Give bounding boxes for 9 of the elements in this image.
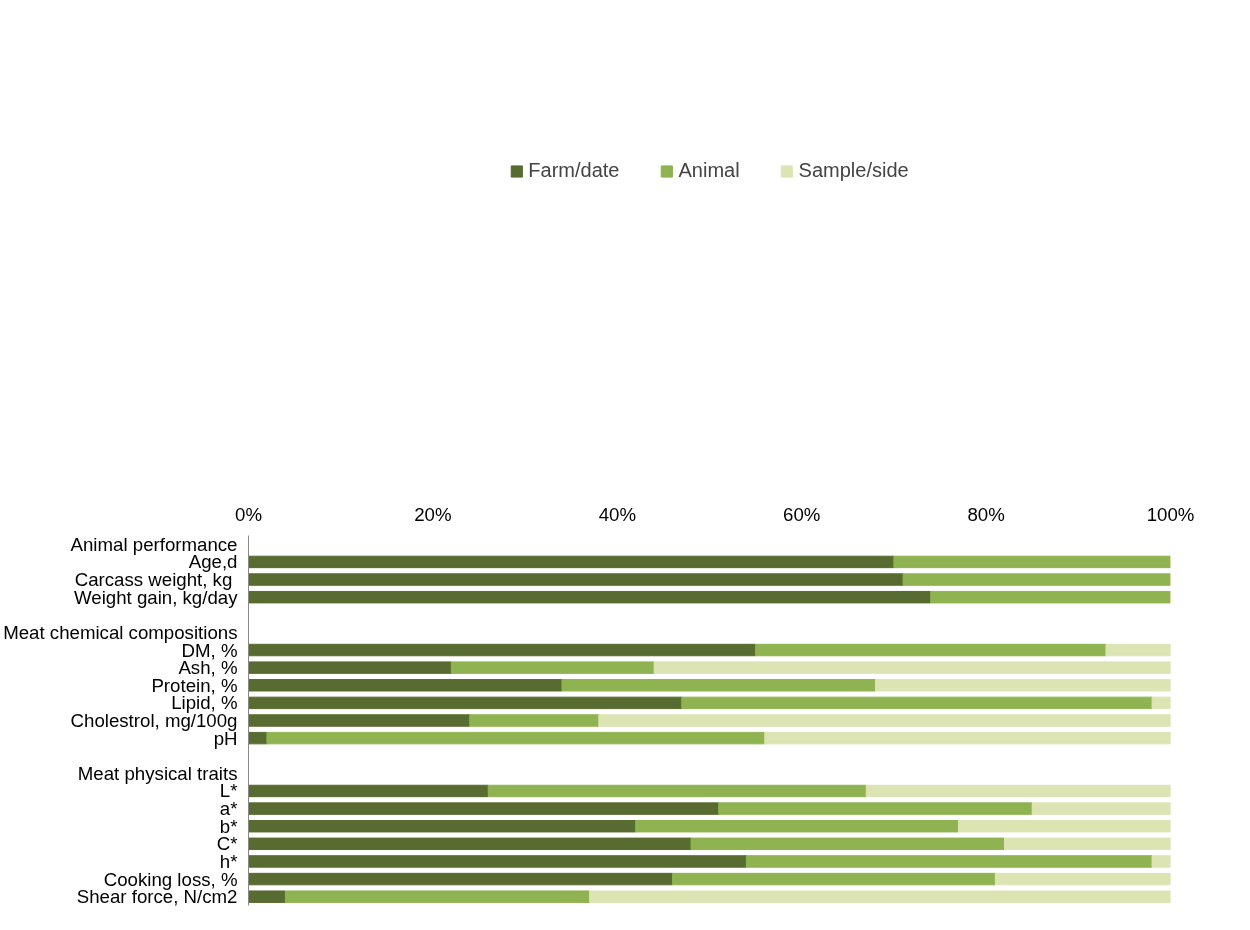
x-tick-label: 80% — [967, 503, 1005, 525]
x-tick-label: 60% — [783, 503, 821, 525]
legend-label: Animal — [678, 159, 740, 182]
x-tick-label: 40% — [598, 503, 636, 525]
legend-label: Farm/date — [528, 159, 620, 182]
legend-label: Sample/side — [798, 159, 909, 182]
x-tick-label: 20% — [414, 503, 452, 525]
x-tick-label: 100% — [1146, 503, 1195, 525]
x-tick-label: 0% — [235, 503, 262, 525]
